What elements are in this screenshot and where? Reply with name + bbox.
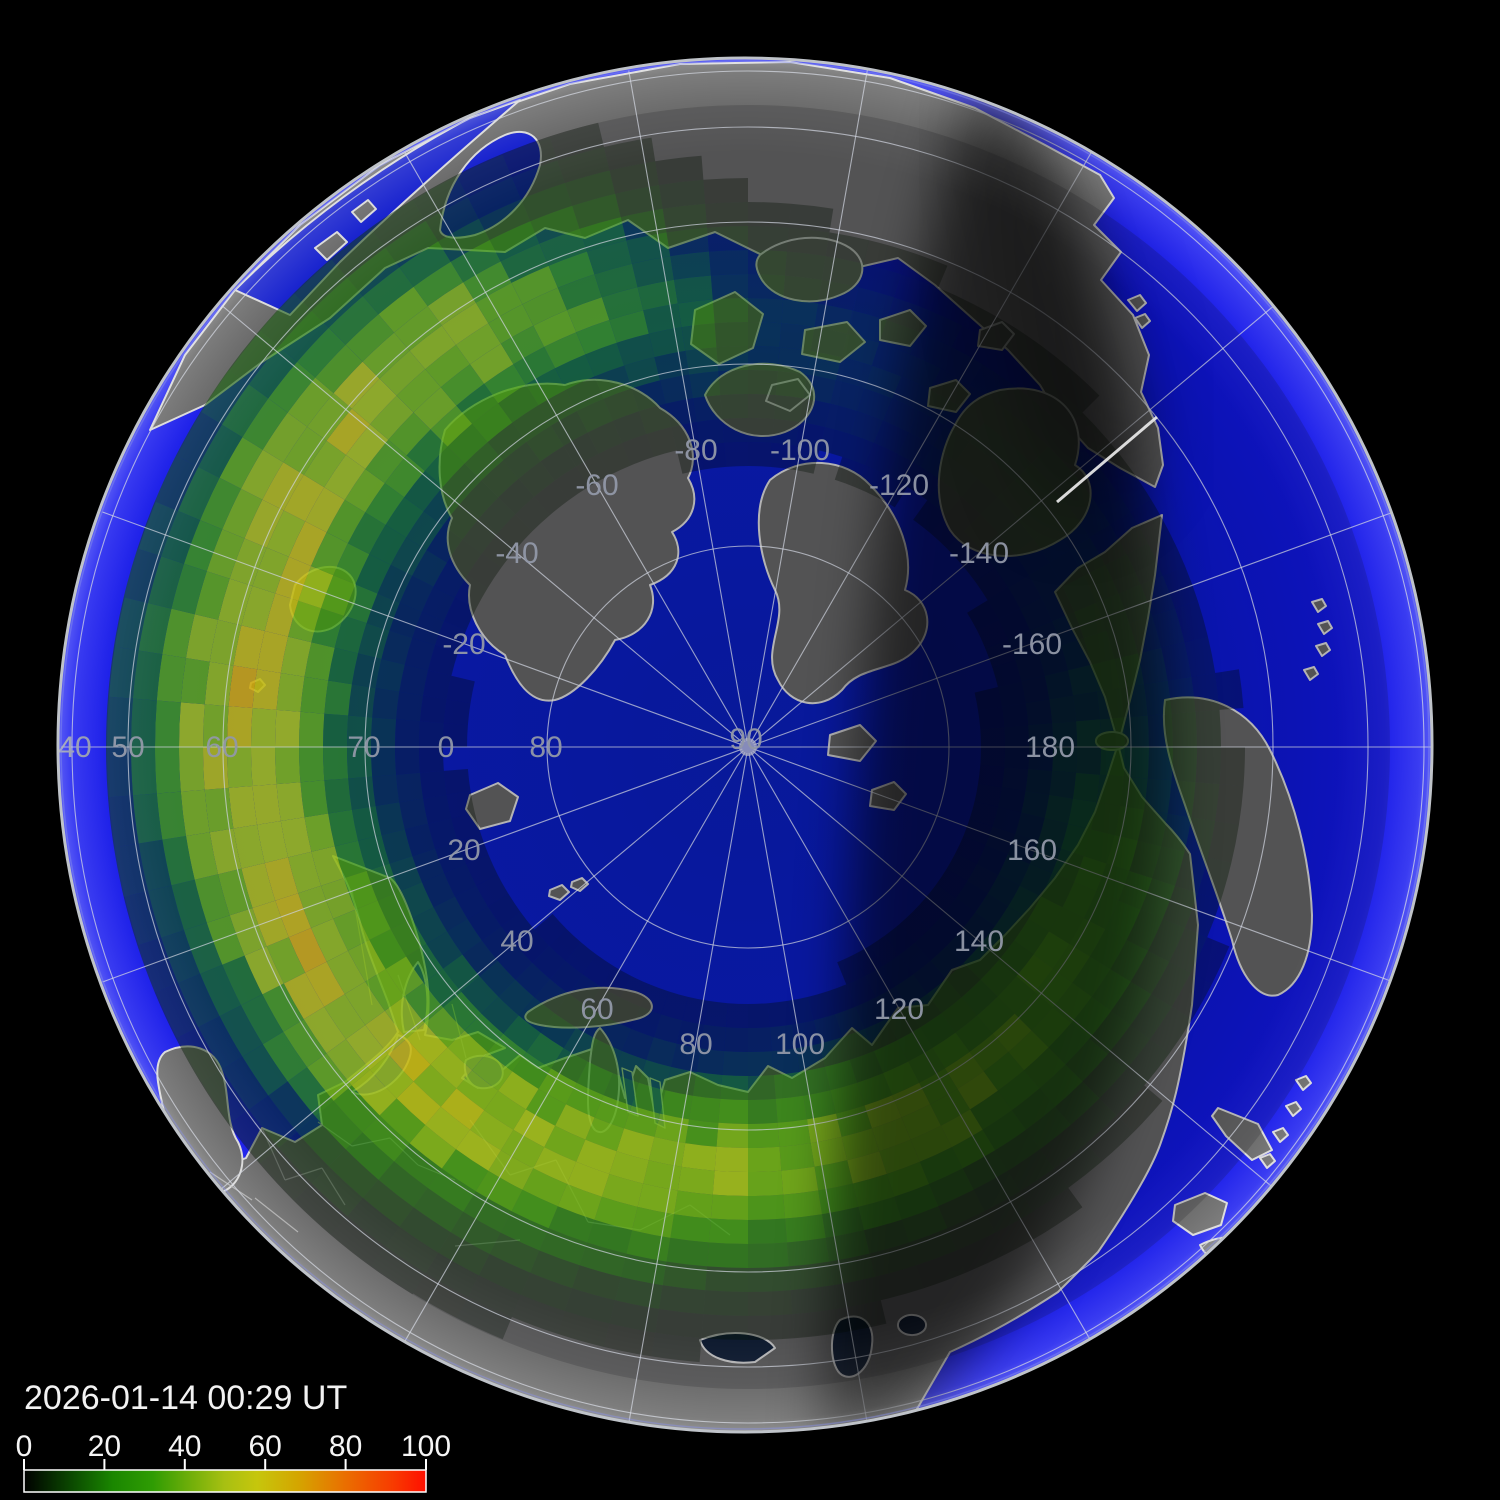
colorbar-tick-label: 20 — [88, 1430, 121, 1463]
limb-glow — [57, 57, 1433, 1433]
colorbar-tick-label: 0 — [16, 1430, 33, 1463]
colorbar-tick-label: 40 — [168, 1430, 201, 1463]
colorbar: 0 20 40 60 80 100 — [16, 1430, 451, 1493]
colorbar-tick-label: 80 — [329, 1430, 362, 1463]
globe-limb-ring — [56, 56, 1434, 1434]
timestamp-label: 2026-01-14 00:29 UT — [24, 1379, 347, 1417]
colorbar-tick-label: 60 — [249, 1430, 282, 1463]
atmosphere-ring — [60, 60, 1430, 1430]
colorbar-gradient-bar — [23, 1469, 427, 1493]
globe: 4050607080020406080100120140160180-20-40… — [57, 57, 1433, 1433]
colorbar-tick-label: 100 — [401, 1430, 451, 1463]
